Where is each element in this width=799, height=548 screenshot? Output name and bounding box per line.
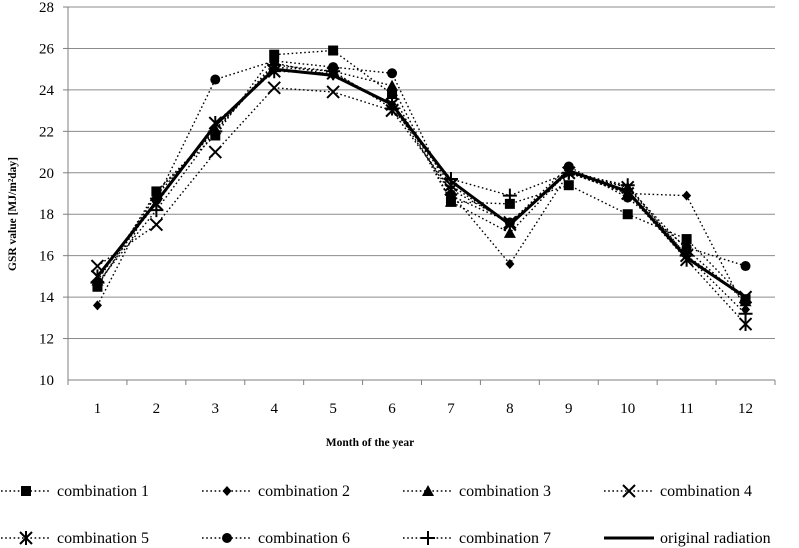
legend-item: combination 6 xyxy=(202,530,350,547)
data-point xyxy=(622,209,633,220)
legend-label: combination 2 xyxy=(258,483,350,500)
legend-label: combination 3 xyxy=(459,483,551,500)
series-combination-4 xyxy=(90,81,753,304)
legend: combination 1 combination 2 combination 3 c… xyxy=(1,483,771,547)
legend-marker xyxy=(19,531,33,545)
data-point xyxy=(444,195,457,207)
y-tick-label: 22 xyxy=(39,124,54,140)
legend-item: original radiation xyxy=(604,530,771,547)
data-point xyxy=(386,79,399,91)
x-tick-label: 8 xyxy=(506,401,514,417)
axes xyxy=(63,6,776,385)
data-point xyxy=(149,217,164,232)
legend-item: combination 3 xyxy=(403,483,551,500)
legend-marker xyxy=(421,531,435,545)
x-axis-title: Month of the year xyxy=(326,437,414,449)
x-tick-label: 12 xyxy=(738,401,753,417)
series-line xyxy=(96,70,747,325)
data-point xyxy=(505,258,515,269)
grid-lines xyxy=(68,6,775,340)
x-tick-label: 9 xyxy=(565,401,573,417)
y-tick-label: 16 xyxy=(39,249,55,265)
series-line xyxy=(96,64,746,315)
legend-marker xyxy=(222,486,232,496)
x-tick-label: 7 xyxy=(447,401,455,417)
x-tick-label: 3 xyxy=(212,401,220,417)
data-point xyxy=(740,261,751,272)
legend-item: combination 2 xyxy=(202,483,350,500)
data-point xyxy=(90,275,105,290)
x-tick-labels: 1 2 3 4 5 6 7 8 9 10 11 12 xyxy=(94,401,753,417)
y-tick-label: 14 xyxy=(39,290,55,306)
legend-label: combination 5 xyxy=(57,530,149,547)
x-tick-label: 10 xyxy=(620,401,635,417)
x-tick-label: 1 xyxy=(94,401,102,417)
x-tick-label: 6 xyxy=(388,401,396,417)
series-original-radiation xyxy=(96,67,747,299)
data-point xyxy=(563,180,574,191)
y-tick-label: 18 xyxy=(39,207,54,223)
x-tick-label: 4 xyxy=(270,401,278,417)
data-point xyxy=(445,190,456,201)
y-tick-label: 26 xyxy=(39,41,55,57)
legend-item: combination 4 xyxy=(604,483,752,500)
legend-marker xyxy=(622,484,636,498)
legend-label: combination 7 xyxy=(459,530,551,547)
x-tick-label: 5 xyxy=(329,401,337,417)
data-point xyxy=(269,49,280,60)
data-point xyxy=(682,190,692,201)
data-point xyxy=(326,85,340,99)
data-point xyxy=(387,89,398,100)
data-point xyxy=(738,306,753,321)
legend-label: combination 1 xyxy=(57,483,149,500)
y-tick-label: 10 xyxy=(39,373,54,389)
y-tick-label: 20 xyxy=(39,166,54,182)
x-tick-label: 11 xyxy=(679,401,693,417)
series-line xyxy=(96,62,747,310)
data-point xyxy=(210,74,221,85)
data-point xyxy=(267,81,281,95)
data-series xyxy=(90,45,753,332)
data-point xyxy=(504,217,515,228)
data-point xyxy=(681,242,692,253)
series-combination-5 xyxy=(90,64,753,332)
data-point xyxy=(208,145,222,159)
data-point xyxy=(328,45,339,56)
series-line xyxy=(96,49,746,300)
y-tick-label: 12 xyxy=(39,332,54,348)
series-line xyxy=(97,87,746,298)
x-tick-label: 2 xyxy=(153,401,161,417)
legend-marker xyxy=(21,486,31,496)
data-point xyxy=(681,234,692,245)
series-combination-7 xyxy=(90,58,753,321)
y-tick-label: 24 xyxy=(39,83,55,99)
legend-marker xyxy=(222,533,232,543)
legend-item: combination 5 xyxy=(1,530,149,547)
data-point xyxy=(502,188,517,203)
series-line xyxy=(96,66,746,302)
legend-marker xyxy=(422,485,434,496)
legend-label: combination 6 xyxy=(258,530,350,547)
series-line xyxy=(96,60,746,286)
series-combination-3 xyxy=(91,61,752,307)
legend-label: combination 4 xyxy=(660,483,752,500)
data-point xyxy=(92,300,102,311)
series-line xyxy=(96,67,747,299)
series-combination-1 xyxy=(92,45,751,305)
y-tick-label: 28 xyxy=(39,0,54,16)
legend-label: original radiation xyxy=(660,530,771,547)
data-point xyxy=(503,226,516,238)
y-axis-title: GSR value [MJ/m²day] xyxy=(7,157,19,271)
y-tick-labels: 10 12 14 16 18 20 22 24 26 28 xyxy=(39,0,55,389)
series-combination-2 xyxy=(92,57,751,315)
legend-item: combination 7 xyxy=(403,530,551,547)
data-point xyxy=(739,295,752,307)
legend-item: combination 1 xyxy=(1,483,149,500)
data-point xyxy=(387,68,398,79)
data-point xyxy=(504,198,515,209)
